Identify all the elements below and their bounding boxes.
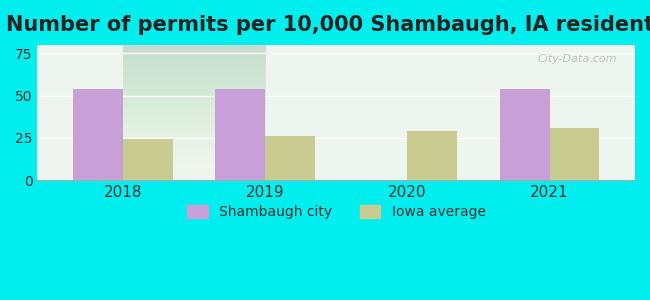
Legend: Shambaugh city, Iowa average: Shambaugh city, Iowa average: [181, 200, 491, 225]
Bar: [550, 128, 599, 180]
Bar: [408, 131, 457, 180]
Title: Number of permits per 10,000 Shambaugh, IA residents: Number of permits per 10,000 Shambaugh, …: [6, 15, 650, 35]
Text: City-Data.com: City-Data.com: [538, 54, 617, 64]
Bar: [215, 89, 265, 180]
Bar: [73, 89, 123, 180]
Bar: [500, 89, 550, 180]
Bar: [265, 136, 315, 180]
Bar: [123, 139, 172, 180]
